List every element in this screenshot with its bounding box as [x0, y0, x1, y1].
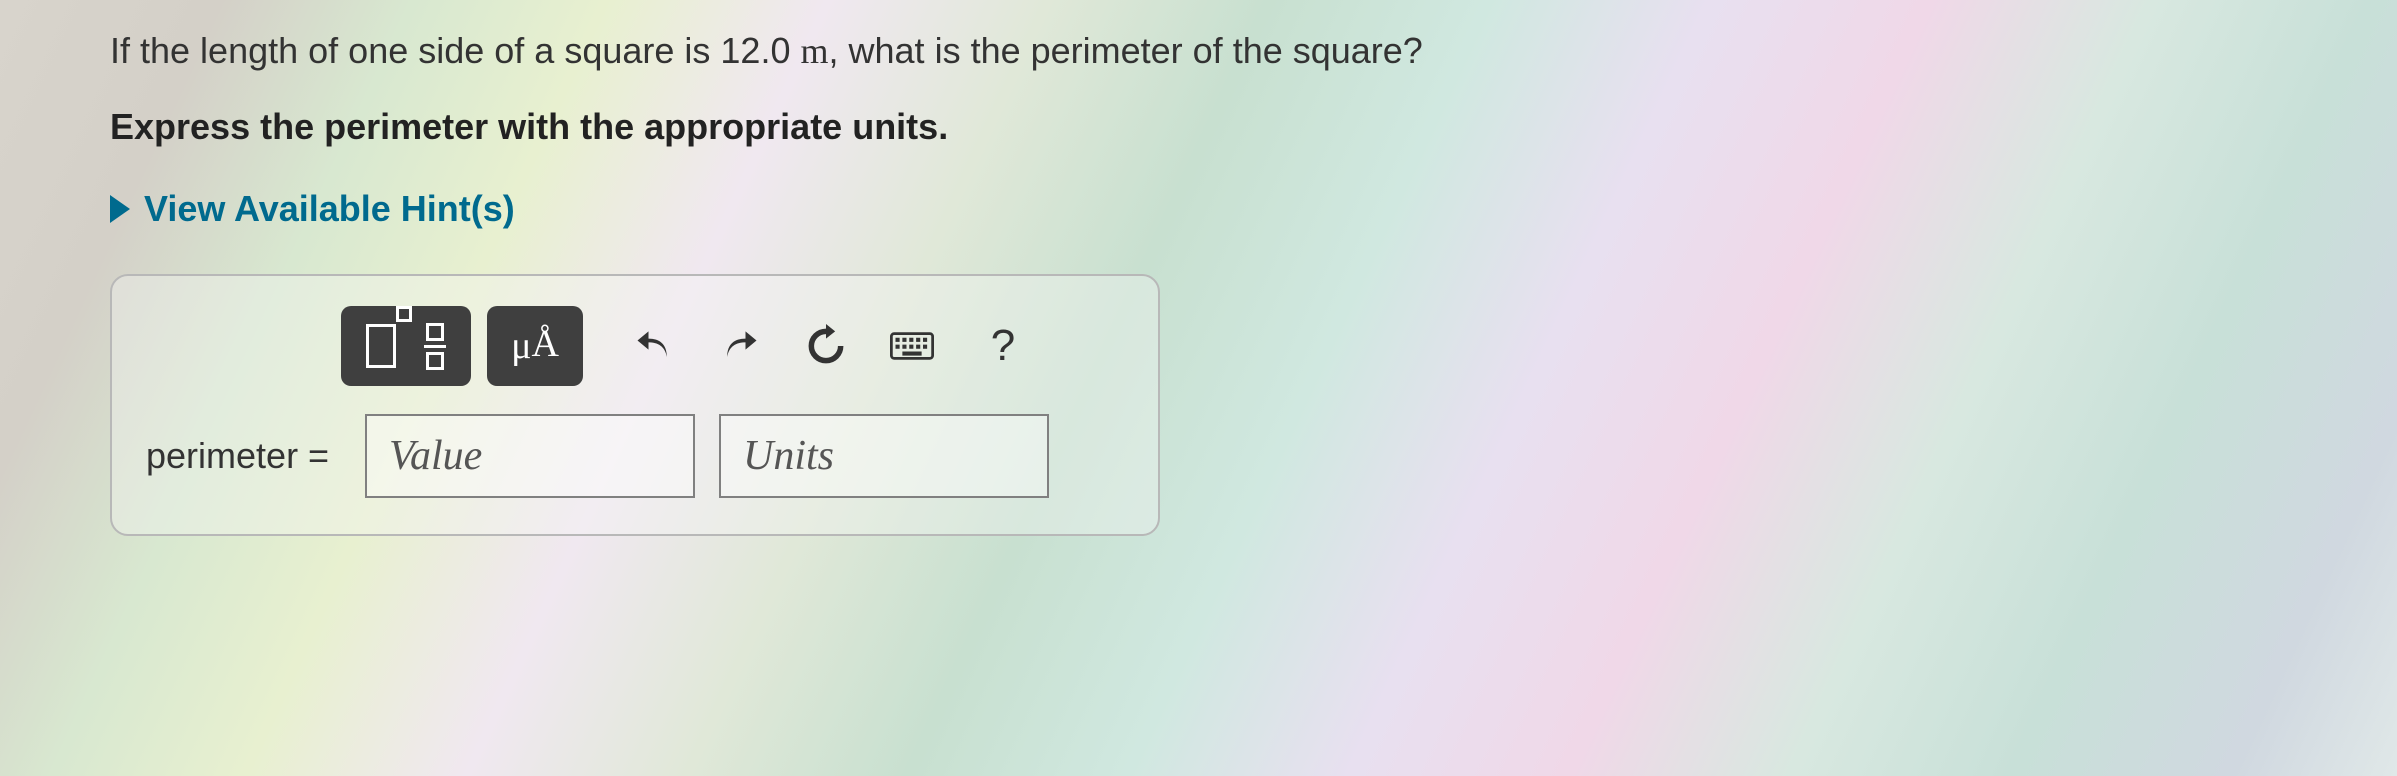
help-button[interactable]: ?	[973, 321, 1033, 371]
view-hints-button[interactable]: View Available Hint(s)	[110, 188, 515, 230]
answer-input-row: perimeter = Value Units	[146, 414, 1124, 498]
reset-icon	[804, 324, 848, 368]
value-input[interactable]: Value	[365, 414, 695, 498]
units-placeholder: Units	[743, 432, 834, 480]
template-box-icon	[366, 324, 412, 368]
question-value-number: 12.0	[720, 30, 790, 71]
question-suffix: , what is the perimeter of the square?	[829, 30, 1423, 71]
caret-right-icon	[110, 195, 130, 223]
units-symbol-label: μÅ	[511, 324, 559, 368]
units-input[interactable]: Units	[719, 414, 1049, 498]
keyboard-button[interactable]	[877, 311, 947, 381]
reset-button[interactable]	[791, 311, 861, 381]
keyboard-icon	[890, 324, 934, 368]
redo-button[interactable]	[705, 311, 775, 381]
value-placeholder: Value	[389, 432, 482, 480]
redo-icon	[718, 324, 762, 368]
variable-label: perimeter =	[146, 435, 341, 477]
templates-button[interactable]	[341, 306, 471, 386]
undo-button[interactable]	[619, 311, 689, 381]
question-prefix: If the length of one side of a square is	[110, 30, 720, 71]
instruction-text: Express the perimeter with the appropria…	[110, 106, 2287, 148]
answer-panel: μÅ ? pe	[110, 274, 1160, 536]
template-fraction-icon	[424, 323, 446, 370]
question-value-unit: m	[801, 31, 829, 71]
hints-label: View Available Hint(s)	[144, 188, 515, 230]
special-units-button[interactable]: μÅ	[487, 306, 583, 386]
undo-icon	[632, 324, 676, 368]
equation-toolbar: μÅ ?	[341, 306, 1124, 386]
question-text: If the length of one side of a square is…	[110, 30, 2287, 72]
